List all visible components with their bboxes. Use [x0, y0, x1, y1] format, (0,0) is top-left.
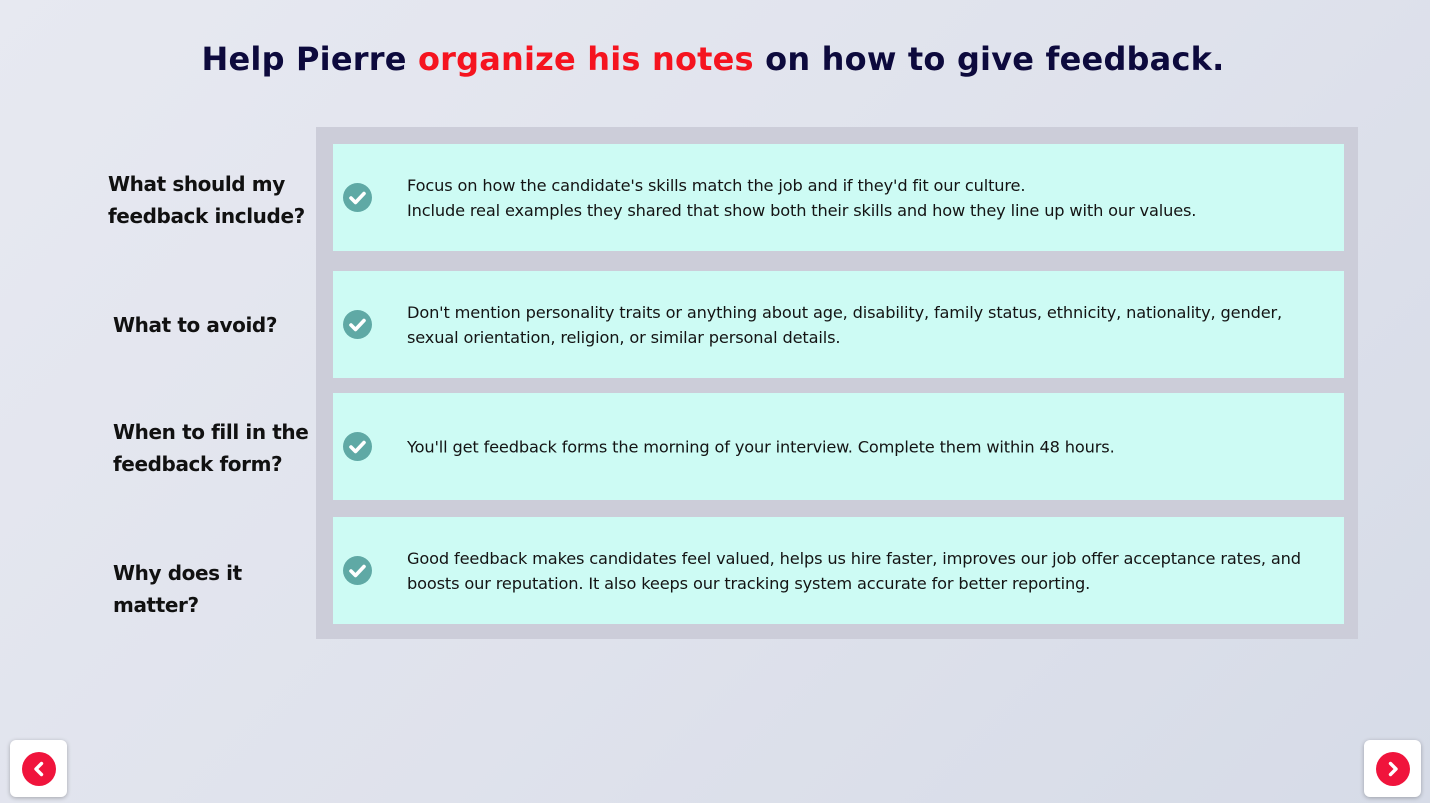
- row-label-avoid: What to avoid?: [113, 309, 323, 341]
- check-circle-icon: [343, 182, 372, 212]
- row-label-line: What should my: [108, 172, 285, 196]
- note-card-when[interactable]: You'll get feedback forms the morning of…: [333, 393, 1344, 500]
- next-button[interactable]: [1364, 740, 1421, 797]
- chevron-right-icon: [1376, 752, 1410, 786]
- chevron-left-icon: [22, 752, 56, 786]
- note-card-why[interactable]: Good feedback makes candidates feel valu…: [333, 517, 1344, 624]
- check-circle-icon: [343, 555, 372, 585]
- row-label-when: When to fill in the feedback form?: [113, 416, 323, 480]
- note-card-avoid[interactable]: Don't mention personality traits or anyt…: [333, 271, 1344, 378]
- note-line: You'll get feedback forms the morning of…: [407, 437, 1115, 456]
- row-label-line: Why does it matter?: [113, 561, 242, 617]
- page-title: Help Pierre organize his notes on how to…: [0, 40, 1426, 78]
- row-label-line: feedback include?: [108, 204, 305, 228]
- note-line: Include real examples they shared that s…: [407, 200, 1197, 220]
- note-card-include[interactable]: Focus on how the candidate's skills matc…: [333, 144, 1344, 251]
- note-line: sexual orientation, religion, or similar…: [407, 327, 841, 347]
- check-circle-icon: [343, 431, 372, 461]
- row-label-line: When to fill in the: [113, 420, 309, 444]
- notes-panel: Focus on how the candidate's skills matc…: [316, 127, 1358, 639]
- row-label-line: feedback form?: [113, 452, 283, 476]
- check-circle-icon: [343, 309, 372, 339]
- note-text: Focus on how the candidate's skills matc…: [407, 173, 1314, 223]
- note-line: Don't mention personality traits or anyt…: [407, 302, 1283, 322]
- note-text: Good feedback makes candidates feel valu…: [407, 546, 1314, 596]
- note-line: Focus on how the candidate's skills matc…: [407, 175, 1026, 195]
- title-part-1: Help Pierre: [201, 40, 418, 78]
- note-line: boosts our reputation. It also keeps our…: [407, 573, 1091, 593]
- prev-button[interactable]: [10, 740, 67, 797]
- title-accent: organize his notes: [417, 40, 754, 78]
- note-text: Don't mention personality traits or anyt…: [407, 300, 1314, 350]
- row-label-include: What should my feedback include?: [108, 168, 318, 232]
- row-label-why: Why does it matter?: [113, 557, 323, 621]
- row-label-line: What to avoid?: [113, 313, 278, 337]
- note-line: Good feedback makes candidates feel valu…: [407, 548, 1301, 568]
- note-text: You'll get feedback forms the morning of…: [407, 434, 1314, 459]
- title-part-2: on how to give feedback.: [753, 40, 1225, 78]
